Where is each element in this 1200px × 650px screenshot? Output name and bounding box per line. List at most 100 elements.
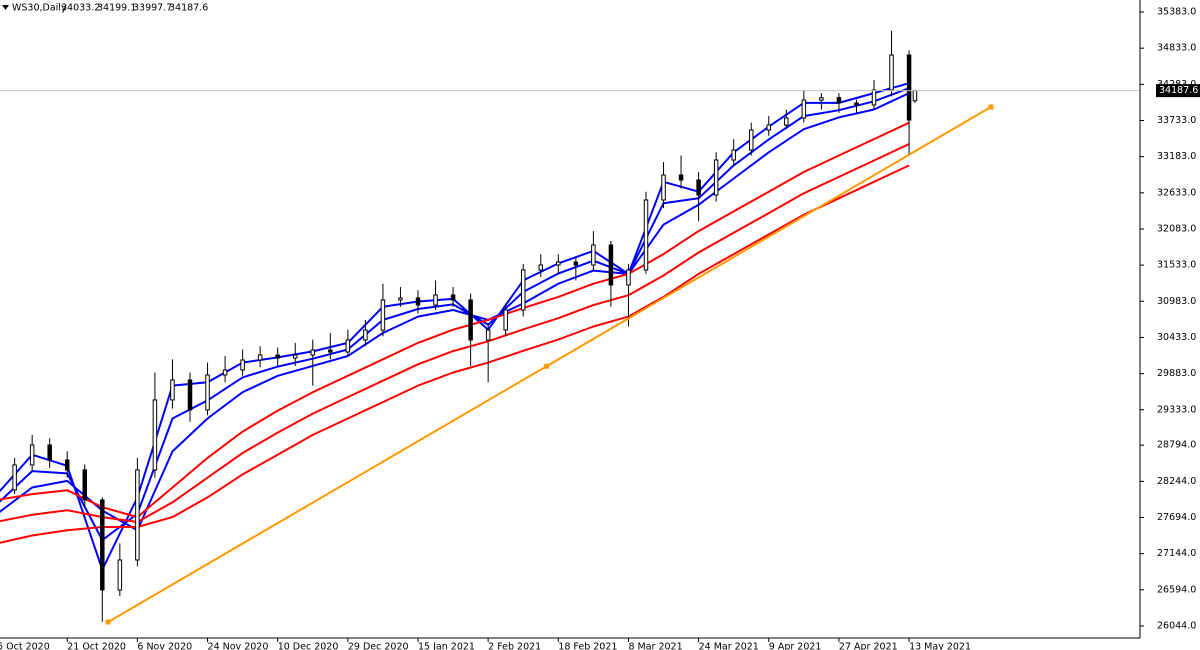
x-tick-label: 8 Mar 2021 [628, 642, 682, 650]
candle-body [292, 354, 298, 359]
symbol-title: WS30,Daily [12, 3, 67, 14]
candle-body [661, 174, 666, 201]
candle-body [608, 244, 614, 286]
candle-body [485, 329, 491, 341]
candle-body [240, 359, 245, 371]
candle-body [170, 379, 175, 401]
candle-body [520, 269, 526, 311]
x-tick-label: 9 Apr 2021 [769, 642, 822, 650]
candle-body [573, 261, 579, 266]
candle-body [871, 89, 877, 106]
candle-body [556, 261, 561, 266]
candle-body [117, 559, 123, 591]
candle-body [135, 469, 140, 561]
candle-body [889, 54, 894, 91]
axes-layer: 26044.0 26594.0 27144.0 27694.0 28244.0 28794… [0, 7, 1196, 650]
candle-body [766, 124, 772, 131]
candle-body [538, 264, 544, 271]
low-value: 33997.7 [133, 3, 172, 14]
moving-average [0, 92, 910, 532]
trendline-anchor [988, 104, 994, 110]
x-tick-label: 13 May 2021 [909, 642, 971, 650]
x-tick-label: 10 Dec 2020 [278, 642, 339, 650]
y-tick-label: 29883.0 [1157, 368, 1196, 379]
candle-body [415, 297, 421, 306]
y-tick-label: 27144.0 [1157, 548, 1196, 559]
candle-body [801, 99, 807, 119]
candle-body [64, 459, 70, 471]
y-tick-label: 27694.0 [1157, 512, 1196, 523]
candle-body [275, 354, 280, 359]
y-tick-label: 31533.0 [1157, 260, 1196, 271]
candle-body [854, 102, 859, 106]
y-tick-label: 32083.0 [1157, 223, 1196, 234]
y-tick-label: 30983.0 [1157, 296, 1196, 307]
candle-body [626, 269, 631, 286]
candle-body [696, 179, 701, 196]
candle-body [152, 399, 158, 471]
candle-body [398, 297, 403, 301]
candle-body [678, 174, 684, 181]
candle-body [731, 149, 736, 161]
candle-body [784, 117, 789, 126]
candle-body [912, 90, 918, 102]
y-tick-label: 30433.0 [1157, 332, 1196, 343]
candle-body [100, 499, 105, 591]
candle-body [591, 244, 596, 266]
candle-body [450, 294, 456, 301]
y-tick-label: 34833.0 [1157, 43, 1196, 54]
plot-layer [0, 30, 1140, 625]
candle-body [82, 469, 88, 501]
candle-body [380, 299, 386, 331]
y-tick-label: 29333.0 [1157, 404, 1196, 415]
candle-body [836, 97, 842, 104]
open-value: 34033.2 [61, 3, 100, 14]
x-tick-label: 6 Nov 2020 [137, 642, 192, 650]
candle-body [222, 369, 228, 376]
header: WS30,Daily 34033.2 34199.1 33997.7 34187… [2, 3, 208, 14]
candle-body [345, 339, 351, 353]
candle-body [12, 464, 17, 491]
y-tick-label: 35383.0 [1157, 7, 1196, 18]
current-price-box [1156, 84, 1200, 98]
y-tick-label: 33733.0 [1157, 115, 1196, 126]
candle-body [47, 444, 52, 461]
trendline-anchor [105, 619, 111, 625]
high-value: 34199.1 [97, 3, 136, 14]
x-tick-label: 29 Dec 2020 [348, 642, 409, 650]
candle-body [310, 349, 316, 356]
current-price-label: 34187.6 [1159, 85, 1198, 96]
trendline-anchor [544, 363, 550, 369]
candle-body [906, 54, 912, 121]
x-tick-label: 18 Feb 2021 [558, 642, 617, 650]
candle-body [713, 159, 719, 196]
y-tick-label: 26594.0 [1157, 584, 1196, 595]
y-tick-label: 28794.0 [1157, 440, 1196, 451]
x-tick-label: 27 Apr 2021 [839, 642, 898, 650]
x-tick-label: 24 Mar 2021 [699, 642, 759, 650]
y-tick-label: 33183.0 [1157, 151, 1196, 162]
candle-body [748, 129, 754, 151]
candle-body [363, 329, 368, 341]
close-value: 34187.6 [169, 3, 208, 14]
y-tick-label: 26044.0 [1157, 620, 1196, 631]
x-tick-label: 15 Jan 2021 [418, 642, 475, 650]
dropdown-icon[interactable] [2, 5, 9, 10]
candle-body [257, 354, 263, 361]
candle-body [29, 444, 35, 466]
moving-average [0, 143, 910, 523]
x-tick-label: 21 Oct 2020 [67, 642, 126, 650]
moving-average [0, 121, 910, 519]
candle-body [643, 199, 649, 271]
x-tick-label: 2 Feb 2021 [488, 642, 541, 650]
y-tick-label: 28244.0 [1157, 476, 1196, 487]
candle-body [468, 299, 473, 341]
candle-body [187, 379, 193, 411]
x-tick-label: 5 Oct 2020 [0, 642, 50, 650]
candle-body [205, 374, 210, 411]
y-tick-label: 32633.0 [1157, 187, 1196, 198]
x-tick-label: 24 Nov 2020 [208, 642, 269, 650]
candle-body [819, 97, 824, 101]
